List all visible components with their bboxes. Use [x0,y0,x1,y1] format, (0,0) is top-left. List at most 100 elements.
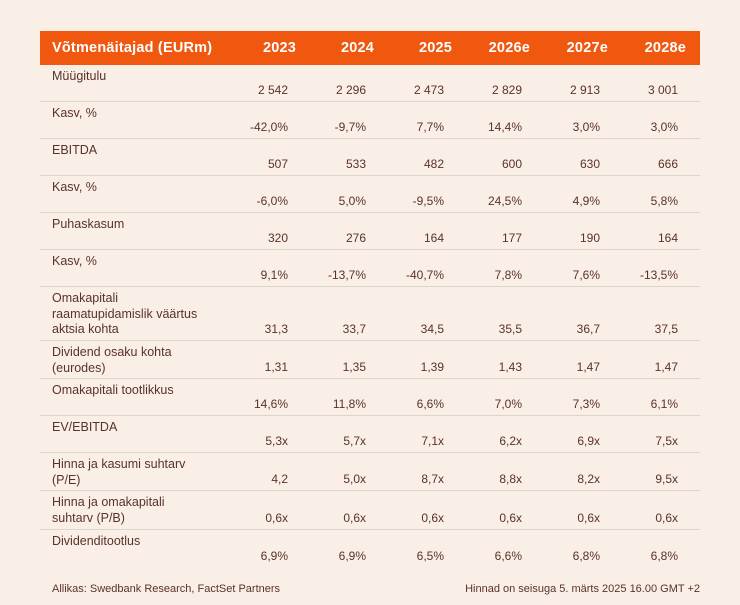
cell-value: -9,7% [334,120,366,134]
cell-value: 320 [267,231,288,245]
cell-value: 2 542 [257,83,288,97]
cell-value: 14,6% [253,397,288,412]
table-row-dividenditootlus: Dividenditootlus 6,9% 6,9% 6,5% 6,6% 6,8… [40,530,700,567]
cell-value: 164 [657,231,678,245]
row-label: EBITDA [52,143,98,157]
cell-value: 482 [423,157,444,171]
cell-value: 630 [579,157,600,171]
cell-value: 5,0% [338,194,366,208]
cell-value: 11,8% [332,397,366,412]
column-header-2028e: 2028e [644,40,686,56]
cell-value: -13,7% [327,268,366,282]
cell-value: 190 [579,231,600,245]
column-header-2023: 2023 [262,40,296,56]
table-row-muugitulu: Müügitulu 2 542 2 296 2 473 2 829 2 913 … [40,65,700,102]
row-label: EV/EBITDA [52,420,118,435]
cell-value: 7,8% [494,268,522,282]
cell-value: 36,7 [576,321,600,336]
row-label: Kasv, % [52,254,97,268]
cell-value: 5,0x [343,472,366,487]
cell-value: 7,1x [421,434,444,449]
table-row-kasv-2: Kasv, % -6,0% 5,0% -9,5% 24,5% 4,9% 5,8% [40,176,700,213]
key-indicators-table: Võtmenäitajad (EURm) 2023 2024 2025 2026… [40,31,700,595]
cell-value: 7,6% [572,268,600,282]
cell-value: -13,5% [639,268,678,282]
cell-value: 37,5 [654,321,678,336]
cell-value: 177 [501,231,522,245]
cell-value: 6,9% [338,548,366,563]
table-row-kasv-1: Kasv, % -42,0% -9,7% 7,7% 14,4% 3,0% 3,0… [40,102,700,139]
cell-value: 6,1% [650,397,678,412]
cell-value: 3 001 [647,83,678,97]
table-row-omakapitali-tootlikkus: Omakapitali tootlikkus 14,6% 11,8% 6,6% … [40,379,700,417]
cell-value: 2 913 [569,83,600,97]
cell-value: -40,7% [405,268,444,282]
cell-value: 7,5x [655,434,678,449]
row-label: Dividenditootlus [52,533,141,548]
price-date-note: Hinnad on seisuga 5. märts 2025 16.00 GM… [465,582,700,595]
cell-value: 4,2 [271,472,288,487]
cell-value: 31,3 [264,321,288,336]
cell-value: -42,0% [249,120,288,134]
row-label: Hinna ja omakapitali suhtarv (P/B) [52,495,165,525]
cell-value: 1,35 [342,360,366,375]
row-label: Dividend osaku kohta (eurodes) [52,344,172,375]
cell-value: 34,5 [420,321,444,336]
column-header-2025: 2025 [418,40,452,56]
table-title: Võtmenäitajad (EURm) [52,40,213,56]
table-row-kasv-3: Kasv, % 9,1% -13,7% -40,7% 7,8% 7,6% -13… [40,250,700,287]
table-footnote: Allikas: Swedbank Research, FactSet Part… [40,583,700,595]
cell-value: 7,0% [494,397,522,412]
column-header-2024: 2024 [340,40,374,56]
cell-value: 507 [267,157,288,171]
cell-value: 6,6% [494,548,522,563]
source-note: Allikas: Swedbank Research, FactSet Part… [52,582,281,595]
cell-value: 0,6x [655,510,678,525]
row-label: Kasv, % [52,106,97,120]
cell-value: 666 [657,157,678,171]
column-header-2027e: 2027e [566,40,608,56]
cell-value: 7,3% [572,397,600,412]
cell-value: 1,47 [576,360,600,375]
cell-value: 276 [345,231,366,245]
cell-value: 600 [501,157,522,171]
cell-value: 4,9% [572,194,600,208]
column-header-2026e: 2026e [488,40,530,56]
cell-value: -9,5% [412,194,444,208]
cell-value: 14,4% [487,120,522,134]
cell-value: 2 829 [491,83,522,97]
row-label: Kasv, % [52,180,97,194]
cell-value: 6,2x [499,434,522,449]
cell-value: 33,7 [342,321,366,336]
cell-value: 6,6% [416,397,444,412]
cell-value: 6,5% [416,548,444,563]
cell-value: 1,47 [654,360,678,375]
cell-value: 5,8% [650,194,678,208]
cell-value: 1,43 [498,360,522,375]
cell-value: 6,8% [572,548,600,563]
cell-value: 8,7x [421,472,444,487]
cell-value: 24,5% [487,194,522,208]
cell-value: 1,31 [264,360,288,375]
cell-value: 9,1% [260,268,288,282]
table-row-pe: Hinna ja kasumi suhtarv (P/E) 4,2 5,0x 8… [40,453,700,492]
table-row-ev-ebitda: EV/EBITDA 5,3x 5,7x 7,1x 6,2x 6,9x 7,5x [40,416,700,454]
table-row-puhaskasum: Puhaskasum 320 276 164 177 190 164 [40,213,700,250]
table-row-dividend-osaku-kohta: Dividend osaku kohta (eurodes) 1,31 1,35… [40,341,700,380]
cell-value: 6,8% [650,548,678,563]
cell-value: 5,7x [343,434,366,449]
cell-value: 6,9% [260,548,288,563]
cell-value: 6,9x [577,434,600,449]
cell-value: 9,5x [655,472,678,487]
cell-value: 3,0% [572,120,600,134]
cell-value: 5,3x [265,434,288,449]
cell-value: -6,0% [256,194,288,208]
cell-value: 0,6x [421,510,444,525]
cell-value: 0,6x [499,510,522,525]
cell-value: 8,8x [499,472,522,487]
row-label: Omakapitali tootlikkus [52,383,174,398]
table-row-pb: Hinna ja omakapitali suhtarv (P/B) 0,6x … [40,491,700,530]
cell-value: 0,6x [577,510,600,525]
row-label: Puhaskasum [52,217,125,231]
